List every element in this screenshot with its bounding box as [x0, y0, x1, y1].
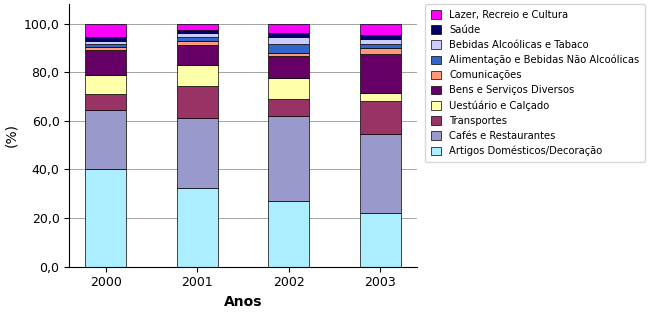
Bar [359, 93, 401, 101]
Bar [85, 50, 126, 74]
Bar [268, 99, 309, 116]
Bar [268, 201, 309, 267]
X-axis label: Anos: Anos [224, 295, 262, 309]
Bar [176, 33, 218, 37]
Bar [359, 213, 401, 267]
Bar [268, 78, 309, 99]
Bar [176, 187, 218, 267]
Bar [85, 23, 126, 37]
Bar [176, 23, 218, 30]
Bar [176, 118, 218, 187]
Bar [359, 48, 401, 54]
Bar [176, 85, 218, 118]
Bar [268, 44, 309, 53]
Bar [359, 23, 401, 34]
Bar [85, 37, 126, 41]
Bar [359, 44, 401, 48]
Bar [268, 116, 309, 201]
Bar [268, 56, 309, 78]
Bar [268, 53, 309, 56]
Bar [359, 39, 401, 44]
Y-axis label: (%): (%) [4, 123, 18, 147]
Bar [85, 110, 126, 169]
Bar [85, 169, 126, 267]
Bar [268, 37, 309, 44]
Bar [85, 74, 126, 94]
Bar [359, 34, 401, 39]
Bar [85, 41, 126, 44]
Bar [85, 47, 126, 50]
Bar [85, 94, 126, 110]
Bar [359, 134, 401, 213]
Bar [359, 54, 401, 93]
Legend: Lazer, Recreio e Cultura, Saúde, Bebidas Alcoólicas e Tabaco, Alimentação e Bebi: Lazer, Recreio e Cultura, Saúde, Bebidas… [425, 4, 645, 162]
Bar [268, 23, 309, 33]
Bar [176, 65, 218, 85]
Bar [85, 44, 126, 47]
Bar [176, 30, 218, 33]
Bar [176, 37, 218, 41]
Bar [176, 41, 218, 45]
Bar [176, 45, 218, 65]
Bar [359, 101, 401, 134]
Bar [268, 33, 309, 37]
